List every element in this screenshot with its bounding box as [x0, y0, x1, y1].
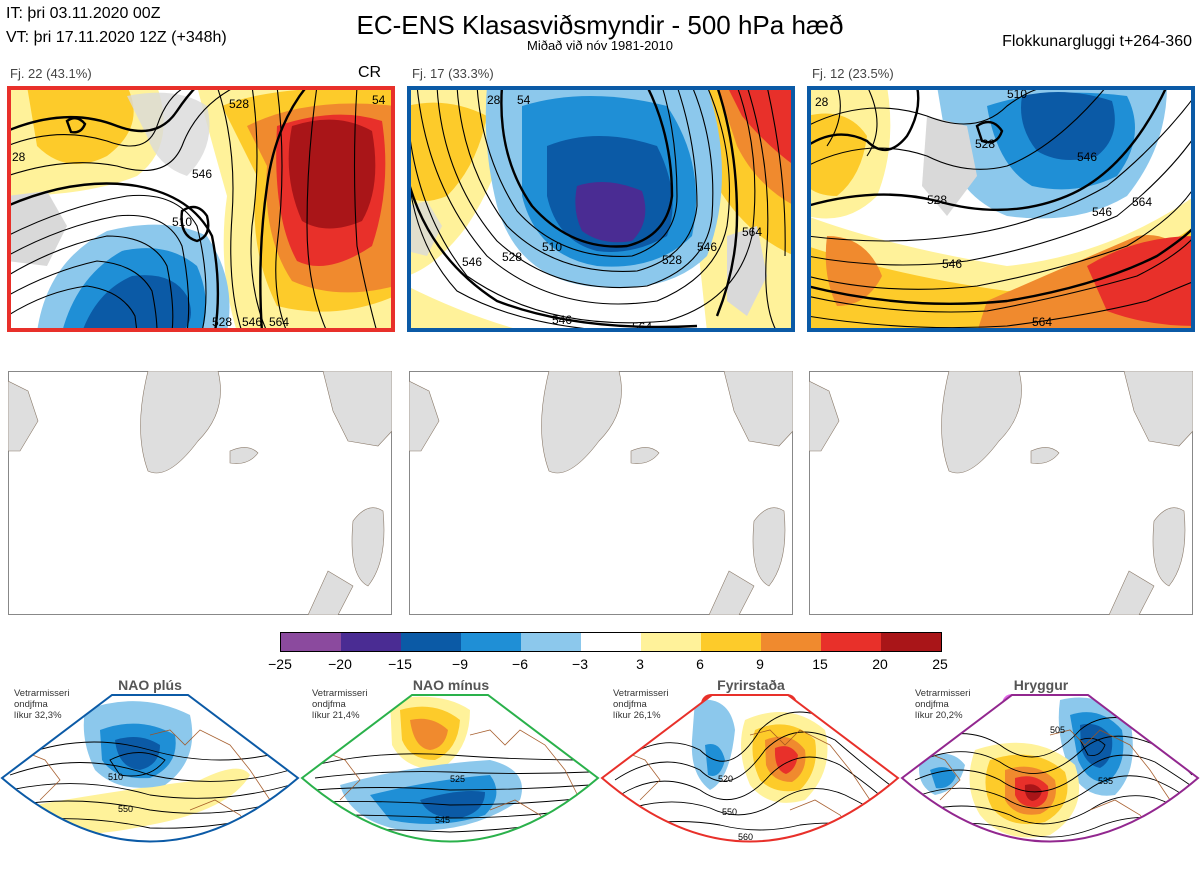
cluster-1-contour-label: 54: [372, 93, 386, 107]
colorbar-tick: −3: [572, 656, 588, 672]
colorbar-tick: −20: [328, 656, 352, 672]
colorbar-tick: 25: [932, 656, 948, 672]
regime-1-contour-label: 510: [108, 772, 123, 782]
regime-3-contour-label: 520: [718, 774, 733, 784]
regime-4-title: Hryggur: [1013, 677, 1069, 693]
cluster-3-contour-label: 546: [942, 257, 962, 271]
valid-time: VT: þri 17.11.2020 12Z (+348h): [6, 29, 227, 46]
cluster-3-contour-label: 28: [815, 95, 829, 109]
colorbar-segment: [821, 633, 881, 651]
regime-2-contour-label: 525: [450, 774, 465, 784]
regime-3-map: 520 550 560: [600, 694, 900, 843]
colorbar-segment: [341, 633, 401, 651]
regime-4-contour-label: 535: [1098, 776, 1113, 786]
regime-2-title: NAO mínus: [412, 677, 490, 693]
regime-3-contour-label: 550: [722, 807, 737, 817]
cluster-1-tag: CR: [358, 64, 382, 81]
empty-map-3: [809, 371, 1193, 615]
cluster-1-contour-label: 510: [172, 215, 192, 229]
cluster-3-border: [807, 86, 1195, 332]
cluster-2-contour-label: 546: [552, 313, 572, 327]
cluster-2-map: 510 528 546 564 546 528 546 564 28 54: [407, 86, 795, 332]
cluster-1-contour-label: 546: [192, 167, 212, 181]
regime-1-title: NAO plús: [118, 677, 182, 693]
cluster-2-label: Fj. 17 (33.3%): [412, 66, 494, 81]
colorbar-tick: 15: [812, 656, 828, 672]
cluster-3-contour-label: 546: [1077, 150, 1097, 164]
cluster-3-contour-label: 528: [927, 193, 947, 207]
cluster-2-contour-label: 528: [662, 253, 682, 267]
cluster-3-contour-label: 546: [1092, 205, 1112, 219]
cluster-2-contour-label: 546: [697, 240, 717, 254]
empty-map-2: [409, 371, 793, 615]
colorbar-tick: 9: [756, 656, 764, 672]
colorbar-tick: −6: [512, 656, 528, 672]
cluster-1-contour-label: 546: [242, 315, 262, 329]
colorbar-segment: [701, 633, 761, 651]
cluster-2-contour-label: 564: [742, 225, 762, 239]
cluster-2-contour-label: 528: [502, 250, 522, 264]
cluster-1-contour-label: 528: [212, 315, 232, 329]
regime-4-contour-label: 560: [1092, 838, 1107, 848]
colorbar-segment: [641, 633, 701, 651]
cluster-1-label: Fj. 22 (43.1%): [10, 66, 92, 81]
cluster-2-contour-label: 28: [487, 93, 501, 107]
initial-time: IT: þri 03.11.2020 00Z: [6, 5, 161, 22]
colorbar-segment: [581, 633, 641, 651]
colorbar: [280, 632, 942, 652]
regime-2-contour-label: 545: [435, 815, 450, 825]
colorbar-tick: 3: [636, 656, 644, 672]
regime-3-contour-label: 560: [738, 832, 753, 842]
regime-1-note: Vetrarmisseri ondjfma líkur 32,3%: [14, 688, 70, 721]
colorbar-tick: −15: [388, 656, 412, 672]
colorbar-segment: [461, 633, 521, 651]
regime-4-contour-label: 505: [1050, 725, 1065, 735]
window-label: Flokkunargluggi t+264-360: [1002, 33, 1192, 50]
colorbar-tick: 20: [872, 656, 888, 672]
regime-3-title: Fyrirstaða: [717, 677, 785, 693]
regime-2-contour-label: 565: [445, 850, 460, 860]
cluster-3-contour-label: 510: [1007, 87, 1027, 101]
colorbar-tick: −25: [268, 656, 292, 672]
regime-4-note: Vetrarmisseri ondjfma líkur 20,2%: [915, 688, 971, 721]
regime-4-map: 505 535 560: [900, 694, 1200, 848]
cluster-3-map: 510 528 528 546 564 546 564 546 28: [807, 86, 1195, 332]
empty-map-1: [8, 371, 392, 615]
regime-1-map: 510 550: [0, 694, 300, 843]
cluster-1-contour-label: 528: [229, 97, 249, 111]
cluster-1-contour-label: 28: [12, 150, 26, 164]
cluster-2-contour-label: 510: [542, 240, 562, 254]
cluster-3-contour-label: 564: [1132, 195, 1152, 209]
cluster-3-contour-label: 564: [1032, 315, 1052, 329]
colorbar-segment: [881, 633, 941, 651]
cluster-2-contour-label: 54: [517, 93, 531, 107]
regime-3-note: Vetrarmisseri ondjfma líkur 26,1%: [613, 688, 669, 721]
cluster-3-contour-label: 528: [975, 137, 995, 151]
regime-2-map: 525 545 565: [300, 694, 600, 860]
colorbar-segment: [401, 633, 461, 651]
cluster-2-contour-label: 546: [462, 255, 482, 269]
page-subtitle: Miðað við nóv 1981-2010: [527, 38, 673, 53]
colorbar-segment: [521, 633, 581, 651]
cluster-3-label: Fj. 12 (23.5%): [812, 66, 894, 81]
cluster-2-border: [407, 86, 795, 332]
colorbar-segment: [761, 633, 821, 651]
page-title: EC-ENS Klasasviðsmyndir - 500 hPa hæð: [356, 10, 844, 40]
cluster-1-border: [7, 86, 395, 332]
colorbar-segment: [281, 633, 341, 651]
cluster-1-contour-label: 564: [269, 315, 289, 329]
regime-2-note: Vetrarmisseri ondjfma líkur 21,4%: [312, 688, 368, 721]
colorbar-tick: 6: [696, 656, 704, 672]
regime-1-contour-label: 550: [118, 804, 133, 814]
cluster-1-map: 528 546 510 528 546 564 54 28: [7, 86, 395, 332]
colorbar-tick: −9: [452, 656, 468, 672]
